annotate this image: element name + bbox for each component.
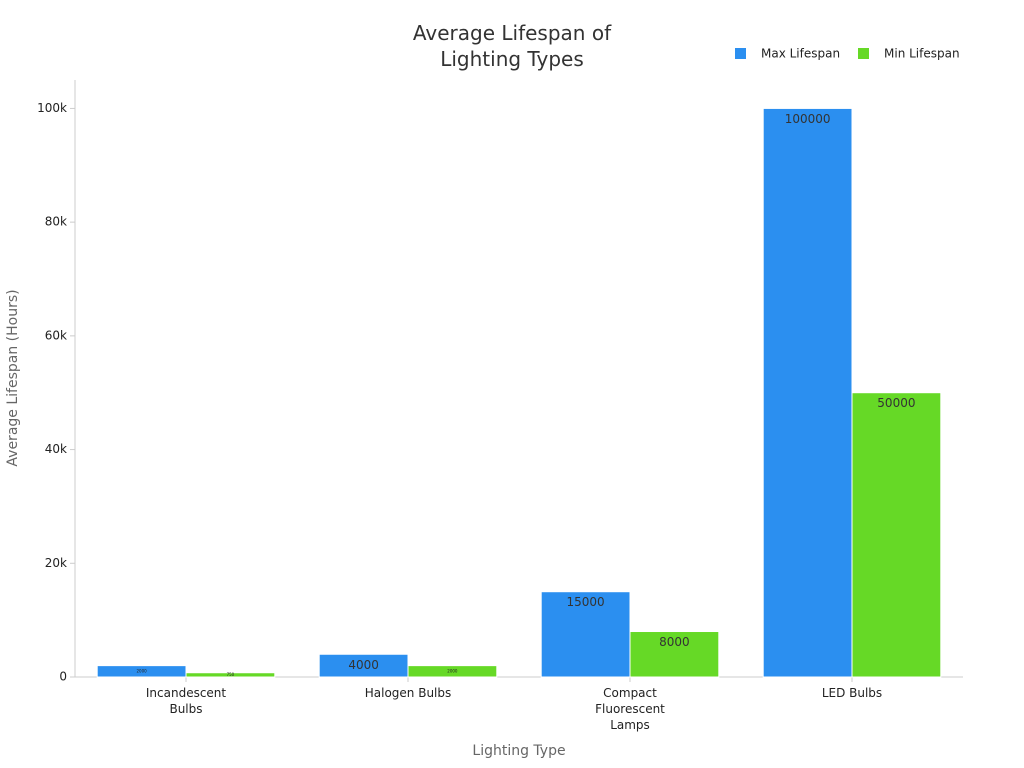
x-axis-label: Lighting Type [472,743,565,759]
bar [185,672,276,678]
legend-swatch [858,48,869,59]
bar [540,591,631,678]
data-label: 750 [227,672,235,677]
bar [851,392,942,678]
y-tick-label: 20k [45,556,67,570]
data-label: 4000 [348,658,379,672]
y-tick-label: 40k [45,442,67,456]
x-tick-label: LED Bulbs [821,686,883,700]
y-axis-label: Average Lifespan (Hours) [5,289,21,466]
data-label: 100000 [785,112,831,126]
x-tick-label: Incandescent Bulbs [145,686,227,716]
y-tick-label: 60k [45,328,67,342]
bar [96,665,187,678]
x-tick-label: Halogen Bulbs [364,686,452,700]
bar [407,665,498,678]
bar [762,107,853,678]
x-tick-label: Compact Fluorescent Lamps [595,686,665,732]
y-tick-label: 0 [59,670,67,684]
legend-swatch [735,48,746,59]
data-label: 8000 [659,635,690,649]
y-tick-label: 80k [45,215,67,229]
data-label: 2000 [447,668,458,673]
data-label: 50000 [877,396,915,410]
chart-title: Average Lifespan of Lighting Types [412,21,612,71]
legend-label: Max Lifespan [761,47,840,61]
y-tick-label: 100k [37,101,67,115]
legend-label: Min Lifespan [884,47,960,61]
data-label: 2000 [137,668,148,673]
data-label: 15000 [567,595,605,609]
bar [629,631,720,678]
